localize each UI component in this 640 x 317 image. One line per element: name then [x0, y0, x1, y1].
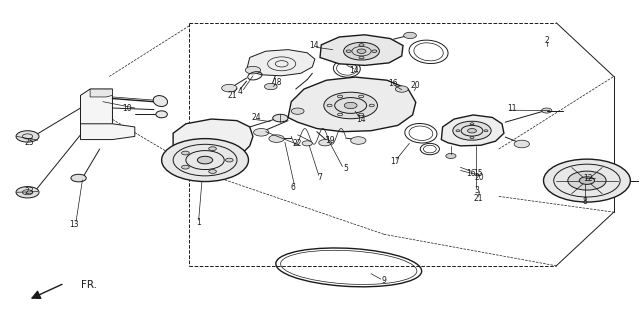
Circle shape: [351, 137, 366, 144]
Ellipse shape: [156, 111, 168, 118]
Text: 1: 1: [196, 218, 201, 227]
Circle shape: [514, 140, 529, 148]
Polygon shape: [246, 50, 315, 76]
Circle shape: [273, 114, 288, 122]
Text: 2: 2: [545, 36, 549, 45]
Text: 9: 9: [381, 276, 387, 285]
Text: 11: 11: [507, 104, 516, 113]
Circle shape: [404, 32, 417, 39]
Circle shape: [162, 139, 248, 182]
Circle shape: [359, 56, 364, 59]
Circle shape: [453, 121, 491, 140]
Text: FR.: FR.: [81, 280, 97, 290]
Circle shape: [541, 108, 552, 113]
Circle shape: [253, 128, 269, 136]
Circle shape: [579, 177, 595, 184]
Circle shape: [291, 108, 304, 114]
Text: 12: 12: [584, 174, 593, 183]
Circle shape: [16, 131, 39, 142]
Text: 4: 4: [237, 87, 243, 96]
Text: 24: 24: [252, 113, 261, 122]
Text: 20: 20: [411, 81, 420, 90]
Text: 20: 20: [475, 173, 484, 182]
Text: 7: 7: [317, 173, 323, 182]
Text: 19: 19: [324, 136, 334, 145]
Text: 21: 21: [227, 91, 237, 100]
Polygon shape: [81, 124, 135, 139]
Circle shape: [264, 83, 277, 90]
Text: 3: 3: [474, 185, 479, 195]
Circle shape: [344, 42, 380, 60]
Text: 8: 8: [582, 197, 588, 206]
Text: 14: 14: [356, 115, 366, 125]
Circle shape: [319, 139, 332, 146]
Circle shape: [269, 135, 284, 142]
Circle shape: [396, 86, 408, 92]
Polygon shape: [288, 77, 416, 132]
Circle shape: [324, 92, 378, 119]
Text: 15: 15: [474, 169, 483, 178]
Polygon shape: [442, 115, 504, 146]
Circle shape: [182, 165, 189, 169]
Circle shape: [302, 141, 312, 146]
Circle shape: [182, 151, 189, 155]
Text: 13: 13: [69, 220, 79, 229]
Circle shape: [16, 187, 39, 198]
Circle shape: [197, 156, 212, 164]
Text: 6: 6: [290, 183, 295, 192]
Polygon shape: [173, 119, 253, 160]
Circle shape: [446, 153, 456, 158]
Circle shape: [344, 102, 357, 109]
Polygon shape: [320, 35, 403, 65]
Ellipse shape: [153, 96, 168, 107]
Text: 18: 18: [273, 78, 282, 87]
Text: 14: 14: [349, 66, 358, 75]
Circle shape: [467, 128, 476, 133]
Circle shape: [71, 174, 86, 182]
Circle shape: [359, 44, 364, 46]
Text: 17: 17: [390, 157, 400, 166]
Text: 16: 16: [466, 169, 476, 178]
Polygon shape: [90, 89, 113, 97]
Text: 16: 16: [388, 79, 398, 88]
Text: 5: 5: [343, 164, 348, 173]
Text: 25: 25: [24, 138, 35, 146]
Circle shape: [245, 66, 260, 74]
Circle shape: [543, 159, 630, 202]
Text: 10: 10: [122, 104, 132, 113]
Polygon shape: [81, 89, 113, 130]
Circle shape: [357, 49, 366, 53]
Circle shape: [568, 171, 606, 190]
Text: 14: 14: [309, 41, 319, 50]
Circle shape: [225, 158, 233, 162]
Circle shape: [346, 50, 351, 52]
Text: 22: 22: [293, 139, 302, 148]
Circle shape: [209, 170, 216, 173]
Circle shape: [209, 147, 216, 151]
Text: 21: 21: [474, 194, 483, 204]
Text: 23: 23: [24, 187, 35, 196]
Circle shape: [221, 84, 237, 92]
Circle shape: [372, 50, 377, 52]
